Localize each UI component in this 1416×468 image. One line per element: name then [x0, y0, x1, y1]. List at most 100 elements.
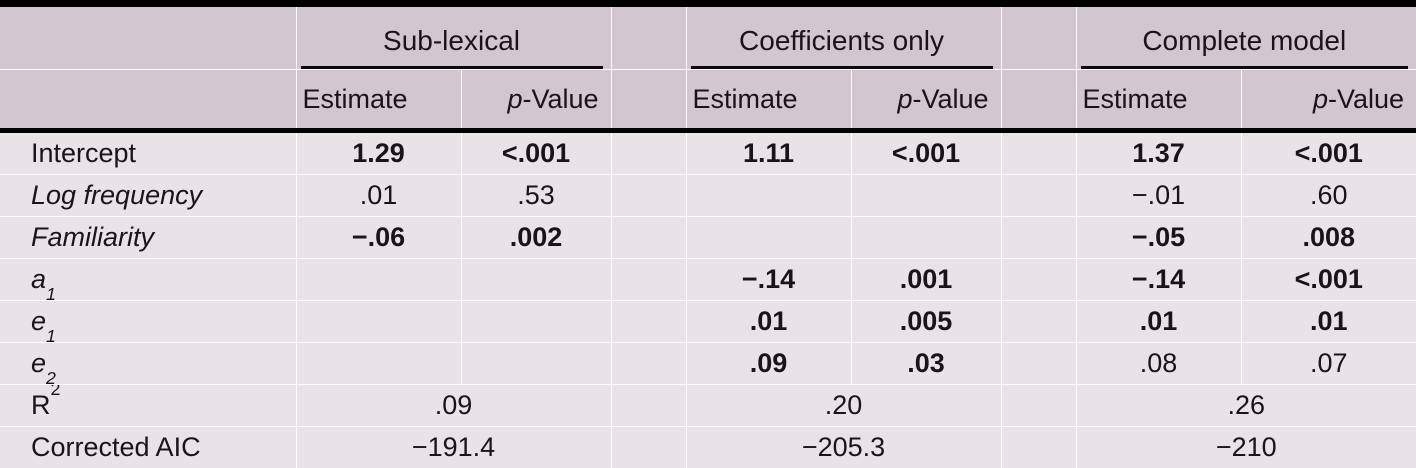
p-value-italic-p: p — [507, 83, 523, 114]
row-label: Familiarity — [0, 216, 297, 259]
table-cell: 1.29 — [296, 130, 462, 175]
row-label: Log frequency — [0, 174, 297, 217]
column-spacer — [611, 342, 687, 385]
table-cell: .09 — [296, 384, 612, 427]
column-spacer — [1001, 3, 1077, 70]
table-cell: −.14 — [686, 258, 852, 301]
table-cell: −.14 — [1076, 258, 1242, 301]
table-cell: <.001 — [461, 130, 612, 175]
column-spacer — [1001, 130, 1077, 175]
table-row: Familiarity −.06.002 −.05.008 — [0, 216, 1416, 259]
table-cell: −191.4 — [296, 426, 612, 468]
table-cell: .09 — [686, 342, 852, 385]
row-label: R2 — [0, 384, 297, 427]
p-value-rest: -Value — [522, 83, 599, 114]
column-spacer — [1001, 426, 1077, 468]
p-value-italic-p: p — [1312, 83, 1328, 114]
table-cell: <.001 — [1241, 258, 1416, 301]
table-cell — [686, 216, 852, 259]
group-header-sub-lexical: Sub-lexical — [296, 3, 612, 70]
table-row: Corrected AIC −191.4 −205.3 −210 — [0, 426, 1416, 468]
row-label: e2 — [0, 342, 297, 385]
row-label: e1 — [0, 300, 297, 343]
table-cell: .03 — [851, 342, 1002, 385]
row-label: Intercept — [0, 130, 297, 175]
table-cell: .20 — [686, 384, 1002, 427]
column-spacer — [611, 3, 687, 70]
table-cell: .01 — [1241, 300, 1416, 343]
row-label: a1 — [0, 258, 297, 301]
table-cell: .07 — [1241, 342, 1416, 385]
column-spacer — [1001, 69, 1077, 133]
column-spacer — [611, 426, 687, 468]
table-row: a1 −.14.001 −.14 <.001 — [0, 258, 1416, 301]
subheader-row: Estimate p-Value Estimate p-Value Estima… — [0, 69, 1416, 133]
column-header-p-value: p-Value — [461, 69, 612, 133]
column-spacer — [611, 174, 687, 217]
group-header-row: Sub-lexical Coefficients only Complete m… — [0, 3, 1416, 70]
table-row: R2.09 .20 .26 — [0, 384, 1416, 427]
table-cell: .60 — [1241, 174, 1416, 217]
table-cell — [296, 258, 462, 301]
table-row: e2 .09.03 .08.07 — [0, 342, 1416, 385]
column-spacer — [1001, 384, 1077, 427]
table-cell: .008 — [1241, 216, 1416, 259]
table-cell: 1.11 — [686, 130, 852, 175]
column-header-p-value: p-Value — [1241, 69, 1416, 133]
table-cell: −205.3 — [686, 426, 1002, 468]
corner-empty-cell — [0, 69, 297, 133]
table-cell: .01 — [296, 174, 462, 217]
corner-empty-cell — [0, 3, 297, 70]
table-cell — [461, 300, 612, 343]
table-cell: −.06 — [296, 216, 462, 259]
table-cell: <.001 — [851, 130, 1002, 175]
table-header: Sub-lexical Coefficients only Complete m… — [0, 3, 1416, 133]
column-spacer — [611, 258, 687, 301]
column-spacer — [611, 130, 687, 175]
table-row: Log frequency .01.53 −.01.60 — [0, 174, 1416, 217]
group-header-complete-model: Complete model — [1076, 3, 1416, 70]
column-spacer — [611, 216, 687, 259]
table-row: Intercept 1.29 <.001 1.11 <.001 1.37 <.001 — [0, 130, 1416, 175]
table-cell — [851, 216, 1002, 259]
table-body: Intercept 1.29 <.001 1.11 <.001 1.37 <.001 Log … — [0, 130, 1416, 468]
column-header-estimate: Estimate — [296, 69, 462, 133]
column-header-p-value: p-Value — [851, 69, 1002, 133]
column-spacer — [1001, 342, 1077, 385]
table-cell: .002 — [461, 216, 612, 259]
table-cell: .26 — [1076, 384, 1416, 427]
table-cell: <.001 — [1241, 130, 1416, 175]
column-spacer — [611, 300, 687, 343]
table-cell: −.01 — [1076, 174, 1242, 217]
table-cell: .08 — [1076, 342, 1242, 385]
column-spacer — [1001, 174, 1077, 217]
table-cell: −210 — [1076, 426, 1416, 468]
table-cell: .53 — [461, 174, 612, 217]
table-cell — [461, 342, 612, 385]
column-spacer — [611, 384, 687, 427]
group-title: Complete model — [1142, 25, 1347, 56]
table-cell: −.05 — [1076, 216, 1242, 259]
table-cell — [461, 258, 612, 301]
column-spacer — [1001, 216, 1077, 259]
p-value-italic-p: p — [897, 83, 913, 114]
group-title: Coefficients only — [739, 25, 944, 56]
group-title: Sub-lexical — [383, 25, 520, 56]
column-header-estimate: Estimate — [686, 69, 852, 133]
column-spacer — [1001, 258, 1077, 301]
table-cell: 1.37 — [1076, 130, 1242, 175]
table-cell: .001 — [851, 258, 1002, 301]
table-cell: .01 — [686, 300, 852, 343]
p-value-rest: -Value — [1327, 83, 1405, 114]
table-cell — [296, 300, 462, 343]
p-value-rest: -Value — [912, 83, 989, 114]
table-cell: .005 — [851, 300, 1002, 343]
table-cell: .01 — [1076, 300, 1242, 343]
row-label: Corrected AIC — [0, 426, 297, 468]
column-header-estimate: Estimate — [1076, 69, 1242, 133]
column-spacer — [1001, 300, 1077, 343]
table-cell — [851, 174, 1002, 217]
column-spacer — [611, 69, 687, 133]
